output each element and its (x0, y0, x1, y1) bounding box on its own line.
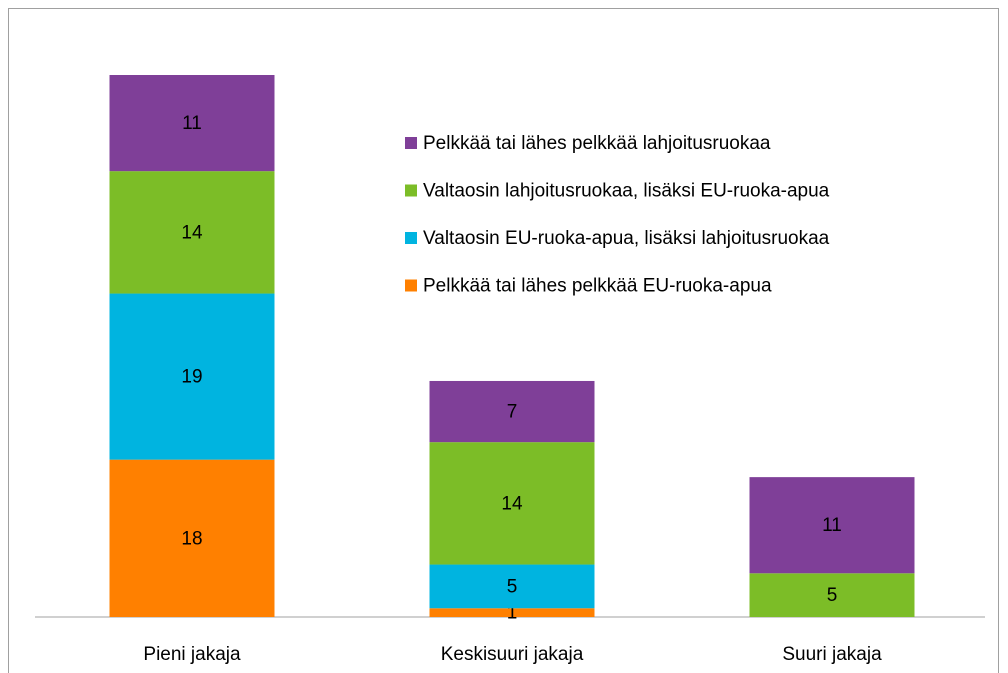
legend-swatch (405, 232, 417, 244)
legend-swatch (405, 279, 417, 292)
bar-segment (109, 171, 275, 294)
x-tick-label: Keskisuuri jakaja (441, 644, 584, 665)
data-label: 7 (507, 402, 518, 423)
data-label: 11 (182, 113, 202, 134)
legend-label: Pelkkää tai lähes pelkkää lahjoitusruoka… (423, 133, 771, 154)
bar-segment (429, 608, 595, 617)
bar-segment (429, 442, 595, 565)
data-label: 5 (507, 576, 518, 597)
chart-frame (8, 8, 999, 673)
legend-label: Pelkkää tai lähes pelkkää EU-ruoka-apua (423, 276, 772, 297)
legend-label: Valtaosin EU-ruoka-apua, lisäksi lahjoit… (423, 228, 830, 249)
legend-label: Valtaosin lahjoitusruokaa, lisäksi EU-ru… (423, 181, 830, 202)
bar-segment (429, 564, 595, 609)
data-label: 1 (507, 603, 518, 624)
legend-swatch (405, 137, 417, 149)
data-label: 14 (501, 493, 523, 514)
data-label: 5 (827, 585, 838, 606)
data-label: 18 (181, 528, 202, 549)
data-label: 14 (181, 222, 203, 243)
bar-segment (109, 459, 275, 617)
bar-segment (749, 477, 915, 574)
bar-segment (429, 380, 595, 443)
data-label: 19 (181, 367, 202, 388)
x-tick-label: Pieni jakaja (143, 644, 241, 665)
bar-segment (749, 573, 915, 617)
bar-segment (109, 293, 275, 460)
x-tick-label: Suuri jakaja (782, 644, 882, 665)
legend-swatch (405, 184, 417, 197)
bar-segment (109, 75, 275, 172)
data-label: 11 (822, 515, 842, 536)
